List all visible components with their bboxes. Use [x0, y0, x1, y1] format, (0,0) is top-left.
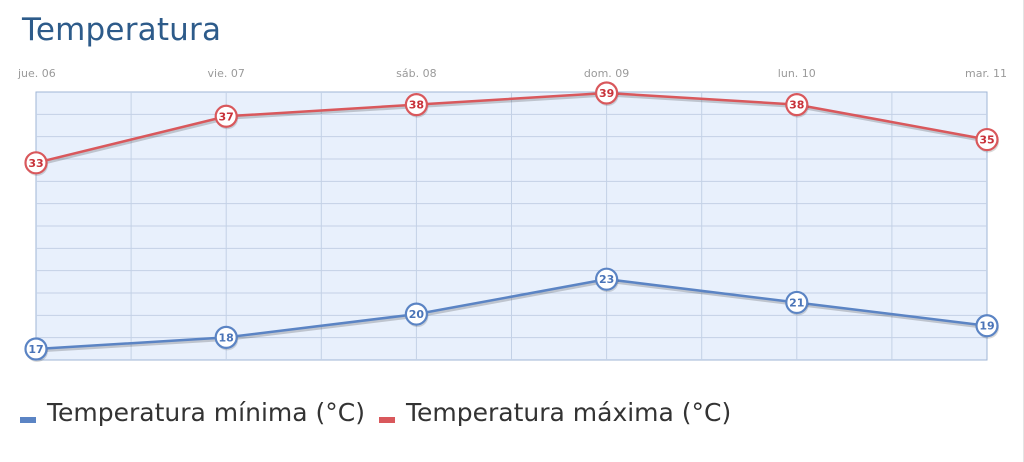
- point-label: 38: [409, 99, 424, 112]
- x-tick-label: jue. 06: [17, 67, 56, 80]
- x-tick-label: vie. 07: [208, 67, 245, 80]
- point-marker: [594, 81, 619, 105]
- x-tick-label: sáb. 08: [396, 67, 436, 80]
- point-label: 33: [28, 157, 43, 170]
- x-tick-label: mar. 11: [965, 67, 1007, 80]
- legend-label-max: Temperatura máxima (°C): [405, 398, 732, 427]
- point-label: 21: [789, 296, 804, 309]
- point-marker: [975, 314, 999, 338]
- series-line-shadow: [36, 279, 989, 353]
- data-point-min: 18: [214, 325, 239, 351]
- point-marker: [594, 267, 619, 291]
- point-label: 37: [219, 110, 234, 123]
- series-line-shadow: [36, 93, 989, 167]
- point-label: 19: [979, 320, 994, 333]
- point-label: 39: [599, 87, 614, 100]
- data-point-min: 20: [404, 302, 429, 328]
- data-point-max: 37: [214, 104, 239, 130]
- point-marker: [975, 127, 999, 152]
- data-point-max: 35: [975, 127, 999, 153]
- data-point-min: 21: [785, 290, 809, 316]
- legend-swatch-max: [378, 416, 395, 423]
- data-point-min: 19: [975, 314, 999, 339]
- legend-swatch-min: [20, 416, 36, 423]
- data-point-max: 33: [24, 151, 48, 176]
- legend-label-min: Temperatura mínima (°C): [47, 398, 365, 427]
- point-marker: [214, 325, 238, 349]
- x-tick-label: dom. 09: [584, 67, 629, 80]
- point-label: 38: [789, 99, 804, 112]
- point-marker: [785, 93, 809, 117]
- point-label: 35: [979, 134, 994, 147]
- chart-title: Temperatura: [22, 12, 222, 48]
- data-point-max: 39: [594, 81, 619, 106]
- point-marker: [404, 302, 428, 326]
- x-tick-label: lun. 10: [778, 67, 816, 80]
- point-marker: [24, 151, 48, 175]
- legend-item-max[interactable]: Temperatura máxima (°C): [378, 398, 732, 427]
- point-label: 17: [28, 343, 43, 356]
- point-label: 23: [599, 273, 614, 286]
- series-line-max: [35, 91, 988, 165]
- point-marker: [24, 337, 48, 361]
- data-point-max: 38: [785, 93, 809, 118]
- legend-item-min[interactable]: Temperatura mínima (°C): [20, 398, 365, 427]
- point-label: 18: [219, 331, 234, 344]
- point-marker: [785, 290, 809, 315]
- legend: Temperatura mínima (°C) Temperatura máxi…: [20, 398, 745, 427]
- point-label: 20: [409, 308, 425, 321]
- point-marker: [214, 104, 238, 128]
- point-marker: [404, 93, 428, 117]
- data-point-min: 23: [594, 267, 619, 293]
- data-point-max: 38: [404, 93, 429, 118]
- series-line-min: [35, 277, 988, 351]
- data-point-min: 17: [24, 337, 48, 362]
